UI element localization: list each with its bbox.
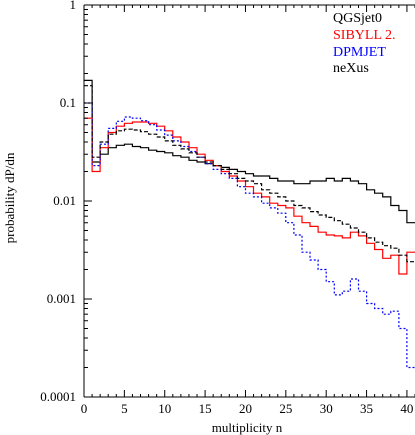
x-tick-label: 30 — [320, 401, 333, 416]
axes-layer: 0 5 10 15 20 25 30 35 40 1 0.1 0.01 0.001 0.0001 — [40, 0, 415, 416]
x-tick-label: 20 — [239, 401, 252, 416]
series-0-line — [84, 79, 415, 224]
series-layer — [84, 79, 415, 369]
y-tick-label: 1 — [70, 0, 77, 12]
y-tick-label: 0.0001 — [40, 389, 76, 404]
x-tick-label: 10 — [158, 401, 171, 416]
legend-entry-0: QGSjet0 — [333, 11, 382, 26]
series-1-line — [84, 117, 415, 275]
x-tick-label: 5 — [121, 401, 128, 416]
x-tick-label: 0 — [81, 401, 88, 416]
y-axis-label: probability dP/dn — [2, 152, 17, 243]
series-3-line — [84, 85, 415, 263]
y-tick-label: 0.1 — [60, 95, 76, 110]
legend-entry-3: neXus — [333, 61, 369, 76]
legend-entry-2: DPMJET — [333, 45, 386, 60]
x-tick-label: 15 — [199, 401, 212, 416]
x-tick-label: 35 — [360, 401, 373, 416]
y-tick-label: 0.001 — [47, 291, 76, 306]
series-2-line — [84, 102, 415, 369]
x-tick-label: 40 — [400, 401, 413, 416]
y-tick-label: 0.01 — [53, 193, 76, 208]
x-tick-label: 25 — [279, 401, 292, 416]
legend-entry-1: SIBYLL 2. — [333, 28, 395, 43]
x-axis-label: multiplicity n — [212, 420, 283, 435]
